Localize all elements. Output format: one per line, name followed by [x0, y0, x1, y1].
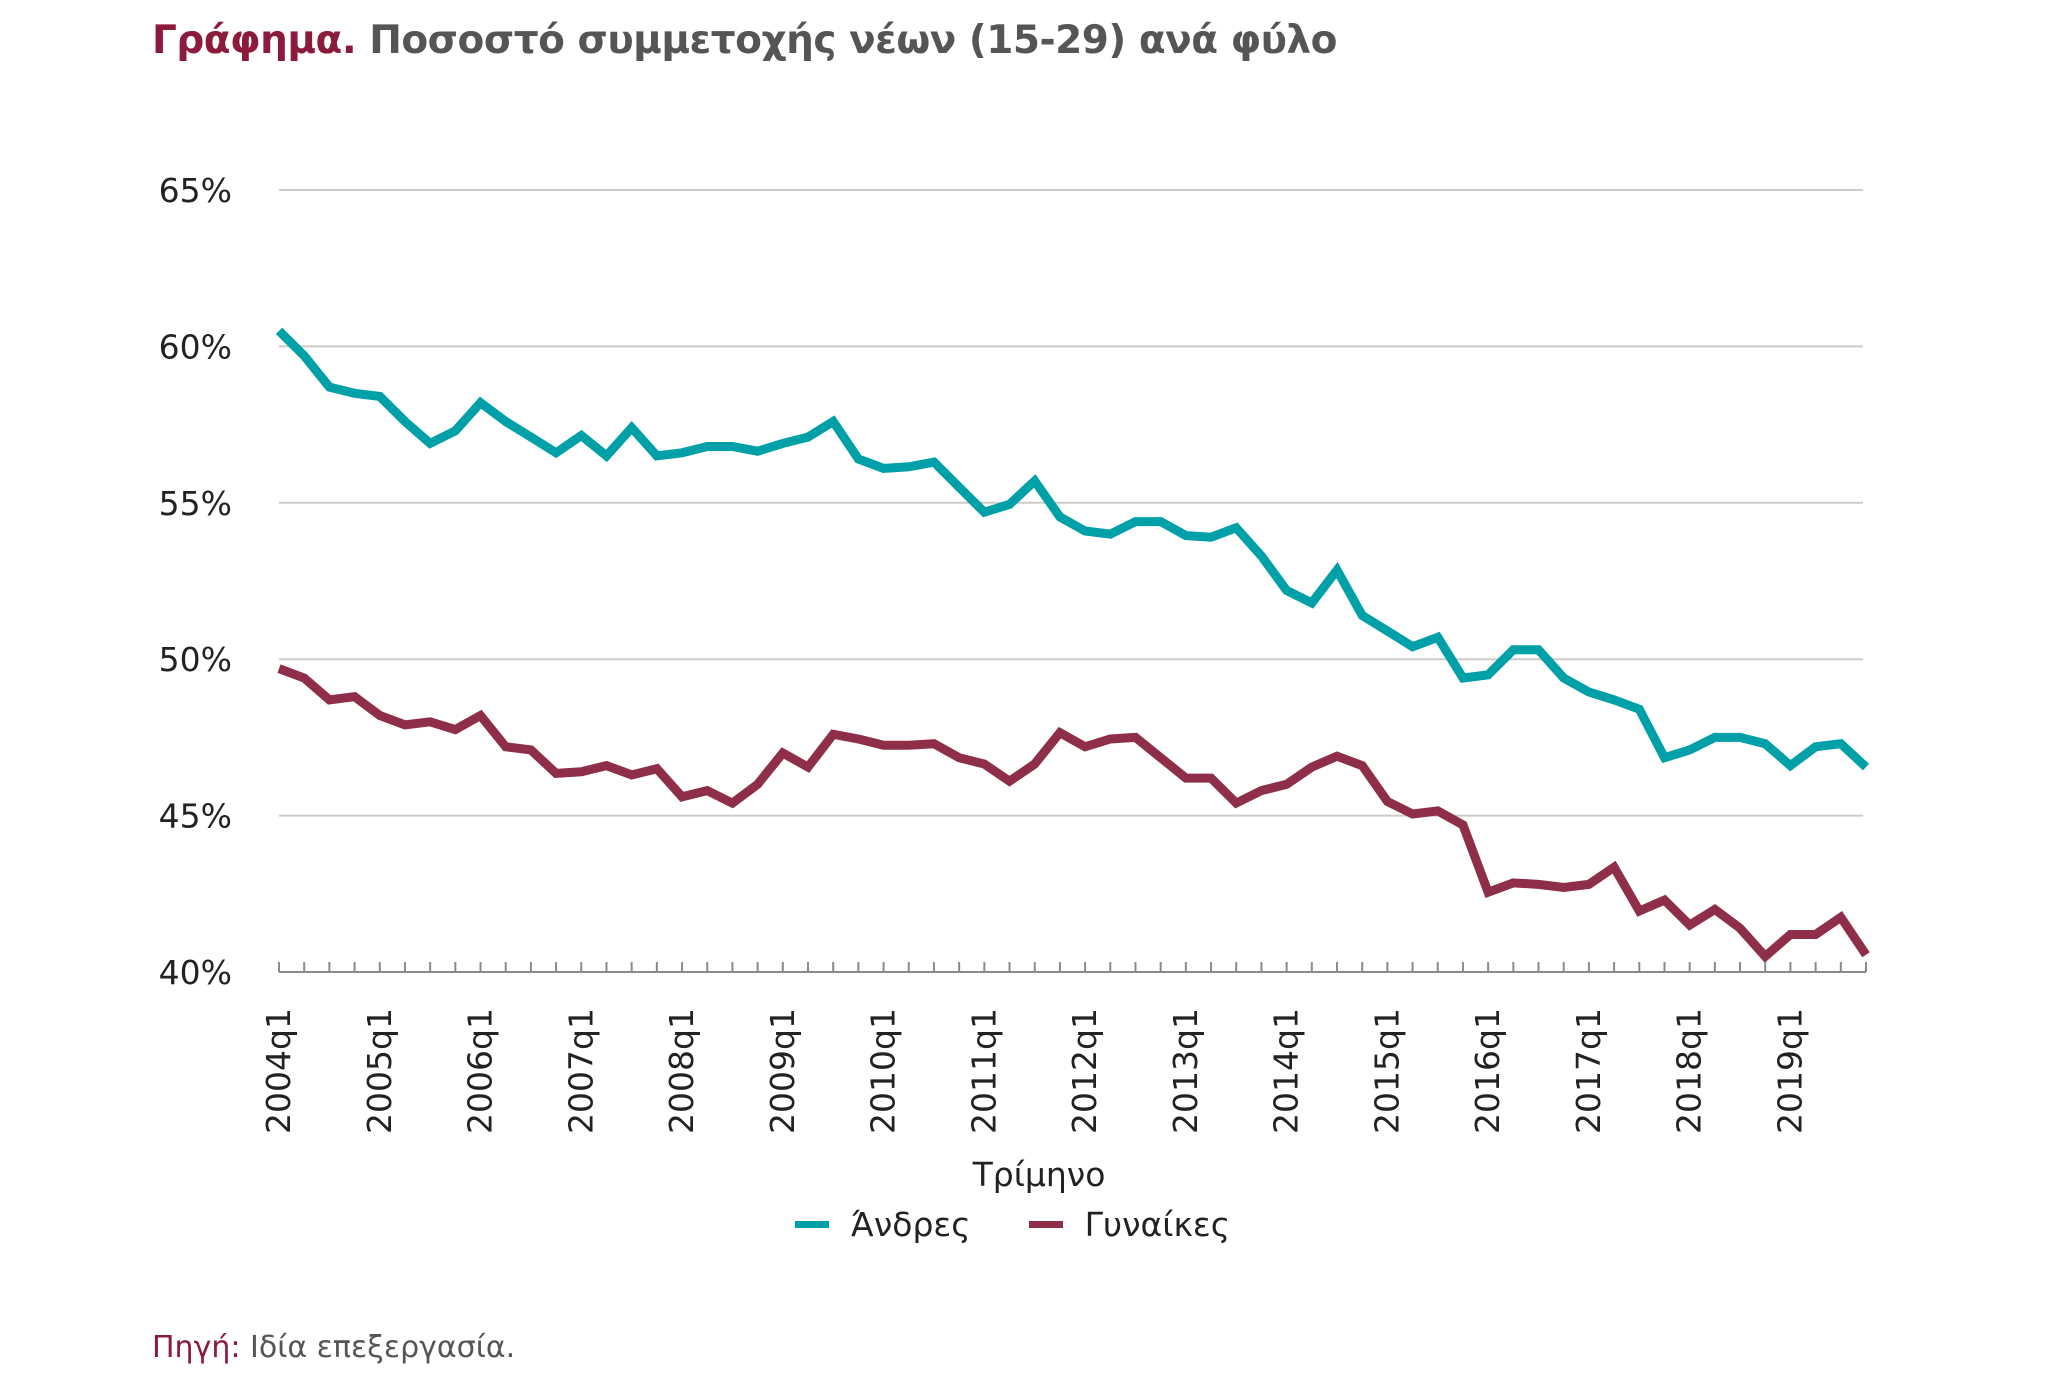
x-tick-label: 2011q1 — [964, 1008, 1003, 1134]
x-tick-label: 2008q1 — [662, 1008, 701, 1134]
chart-title: Γράφημα. Ποσοστό συμμετοχής νέων (15-29)… — [152, 18, 1337, 63]
x-tick-label: 2007q1 — [561, 1008, 600, 1134]
y-tick-label: 45% — [159, 797, 232, 836]
y-axis-tick-labels: 40% 45% 50% 55% 60% 65% — [159, 171, 232, 992]
y-tick-label: 40% — [159, 953, 232, 992]
legend-item-women: Γυναίκες — [1028, 1205, 1231, 1244]
legend-label-women: Γυναίκες — [1084, 1205, 1231, 1244]
series-line-men — [275, 327, 1870, 772]
x-axis-tick-labels: 2004q1 2005q1 2006q1 2007q1 2008q1 2009q1 2010… — [259, 1008, 1809, 1134]
y-tick-label: 60% — [159, 327, 232, 366]
x-tick-label: 2010q1 — [864, 1008, 903, 1134]
x-tick-label: 2016q1 — [1468, 1008, 1507, 1134]
chart-title-text: Ποσοστό συμμετοχής νέων (15-29) ανά φύλο — [369, 18, 1337, 63]
x-tick-label: 2018q1 — [1670, 1008, 1709, 1134]
source-label: Πηγή: — [152, 1330, 241, 1365]
y-tick-label: 55% — [159, 484, 232, 523]
legend: Άνδρες Γυναίκες — [795, 1205, 1288, 1244]
x-tick-label: 2014q1 — [1267, 1008, 1306, 1134]
x-tick-label: 2009q1 — [763, 1008, 802, 1134]
chart-title-lead: Γράφημα. — [152, 18, 357, 63]
legend-item-men: Άνδρες — [795, 1205, 971, 1244]
y-tick-label: 50% — [159, 640, 232, 679]
x-tick-label: 2015q1 — [1367, 1008, 1406, 1134]
x-axis-title: Τρίμηνο — [972, 1155, 1106, 1194]
x-axis — [278, 962, 1867, 973]
x-tick-label: 2013q1 — [1166, 1008, 1205, 1134]
x-tick-label: 2005q1 — [360, 1008, 399, 1134]
x-tick-label: 2012q1 — [1065, 1008, 1104, 1134]
legend-swatch-men — [795, 1221, 829, 1228]
series-lines — [275, 327, 1870, 963]
x-tick-label: 2006q1 — [461, 1008, 500, 1134]
legend-swatch-women — [1028, 1221, 1063, 1228]
series-line-women — [277, 664, 1870, 963]
x-tick-label: 2019q1 — [1770, 1008, 1809, 1134]
legend-label-men: Άνδρες — [851, 1205, 971, 1244]
source-text: Ιδία επεξεργασία. — [250, 1330, 516, 1365]
x-tick-label: 2017q1 — [1569, 1008, 1608, 1134]
gridlines — [279, 189, 1863, 817]
source-note: Πηγή: Ιδία επεξεργασία. — [152, 1330, 515, 1365]
x-tick-label: 2004q1 — [259, 1008, 298, 1134]
y-tick-label: 65% — [159, 171, 232, 210]
